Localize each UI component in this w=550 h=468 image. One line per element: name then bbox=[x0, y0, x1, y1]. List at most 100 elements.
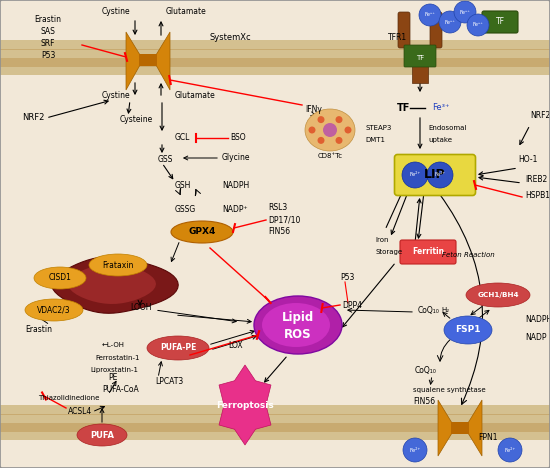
Text: NADPH: NADPH bbox=[222, 181, 249, 190]
Ellipse shape bbox=[305, 109, 355, 151]
Text: H₂: H₂ bbox=[441, 307, 449, 313]
Ellipse shape bbox=[466, 283, 530, 307]
Ellipse shape bbox=[317, 116, 324, 123]
Text: IFNγ: IFNγ bbox=[305, 105, 322, 115]
Ellipse shape bbox=[317, 137, 324, 144]
Text: Fe²⁺: Fe²⁺ bbox=[409, 173, 421, 177]
Bar bbox=[0, 40, 550, 75]
Text: Thiazolidinedione: Thiazolidinedione bbox=[38, 395, 100, 401]
Text: LOOH: LOOH bbox=[130, 304, 151, 313]
Text: DMT1: DMT1 bbox=[365, 137, 385, 143]
Text: SRF: SRF bbox=[41, 39, 55, 49]
Text: Frataxin: Frataxin bbox=[102, 261, 134, 270]
FancyBboxPatch shape bbox=[139, 54, 157, 66]
Text: DPP4: DPP4 bbox=[342, 300, 362, 309]
Text: TF: TF bbox=[416, 55, 424, 61]
Text: DP17/10: DP17/10 bbox=[268, 215, 300, 225]
Text: Glycine: Glycine bbox=[222, 154, 250, 162]
Text: BSO: BSO bbox=[230, 133, 246, 142]
Ellipse shape bbox=[427, 162, 453, 188]
Text: LIP: LIP bbox=[424, 168, 446, 181]
Text: Ferritin: Ferritin bbox=[412, 248, 444, 256]
Ellipse shape bbox=[498, 438, 522, 462]
Text: Fe²⁺: Fe²⁺ bbox=[504, 447, 516, 453]
Text: Fe³⁺: Fe³⁺ bbox=[460, 9, 470, 15]
Ellipse shape bbox=[262, 303, 330, 347]
Text: Fe³⁺: Fe³⁺ bbox=[472, 22, 483, 28]
Ellipse shape bbox=[336, 137, 343, 144]
FancyBboxPatch shape bbox=[404, 45, 436, 67]
Text: LOX: LOX bbox=[228, 341, 243, 350]
Text: Glutamate: Glutamate bbox=[166, 7, 207, 16]
Ellipse shape bbox=[25, 299, 83, 321]
Ellipse shape bbox=[444, 316, 492, 344]
Text: Erastin: Erastin bbox=[25, 326, 52, 335]
Text: Lipid: Lipid bbox=[282, 312, 314, 324]
Ellipse shape bbox=[171, 221, 233, 243]
Text: GCL: GCL bbox=[175, 133, 190, 142]
Text: CD8⁺Tc: CD8⁺Tc bbox=[317, 153, 343, 159]
Text: uptake: uptake bbox=[428, 137, 452, 143]
Polygon shape bbox=[219, 365, 271, 445]
Bar bbox=[0, 414, 550, 432]
Text: PUFA-CoA: PUFA-CoA bbox=[102, 386, 139, 395]
FancyBboxPatch shape bbox=[394, 154, 476, 196]
FancyBboxPatch shape bbox=[430, 12, 442, 48]
Ellipse shape bbox=[403, 438, 427, 462]
Ellipse shape bbox=[77, 424, 127, 446]
Ellipse shape bbox=[439, 11, 461, 33]
FancyBboxPatch shape bbox=[400, 240, 456, 264]
Text: P53: P53 bbox=[41, 51, 55, 60]
Text: ACSL4: ACSL4 bbox=[68, 408, 92, 417]
Text: SAS: SAS bbox=[41, 28, 56, 37]
Text: Fe³⁺: Fe³⁺ bbox=[444, 20, 455, 24]
Text: Feton Reaction: Feton Reaction bbox=[442, 252, 494, 258]
Text: P53: P53 bbox=[340, 273, 354, 283]
Text: Cystine: Cystine bbox=[101, 90, 130, 100]
Text: Cysteine: Cysteine bbox=[120, 116, 153, 124]
Text: Glutamate: Glutamate bbox=[175, 90, 216, 100]
Text: SystemXc: SystemXc bbox=[210, 34, 252, 43]
FancyBboxPatch shape bbox=[451, 422, 469, 434]
Text: GSSG: GSSG bbox=[175, 205, 196, 214]
Polygon shape bbox=[68, 264, 156, 304]
FancyBboxPatch shape bbox=[412, 48, 428, 83]
Ellipse shape bbox=[254, 296, 342, 354]
Text: PE: PE bbox=[108, 373, 117, 382]
Text: STEAP3: STEAP3 bbox=[365, 125, 392, 131]
Ellipse shape bbox=[309, 126, 316, 133]
Polygon shape bbox=[156, 32, 170, 90]
Text: TF: TF bbox=[397, 103, 410, 113]
Bar bbox=[0, 405, 550, 440]
Text: NRF2: NRF2 bbox=[22, 114, 45, 123]
Polygon shape bbox=[126, 32, 140, 90]
Text: Iron: Iron bbox=[375, 237, 388, 243]
Text: Fe³⁺: Fe³⁺ bbox=[432, 103, 449, 112]
Text: NRF2: NRF2 bbox=[530, 110, 550, 119]
Ellipse shape bbox=[454, 1, 476, 23]
Text: CoQ₁₀: CoQ₁₀ bbox=[415, 366, 437, 374]
Text: FSP1: FSP1 bbox=[455, 326, 481, 335]
Ellipse shape bbox=[34, 267, 86, 289]
Text: PUFA: PUFA bbox=[90, 431, 114, 439]
Text: GSS: GSS bbox=[158, 155, 173, 164]
Text: Cystine: Cystine bbox=[101, 7, 130, 16]
Text: Fe³⁺: Fe³⁺ bbox=[425, 13, 436, 17]
Text: GSH: GSH bbox=[175, 181, 191, 190]
Ellipse shape bbox=[402, 162, 428, 188]
FancyBboxPatch shape bbox=[398, 12, 410, 48]
Text: Liproxstatin-1: Liproxstatin-1 bbox=[90, 367, 138, 373]
Text: TF: TF bbox=[496, 17, 504, 27]
Polygon shape bbox=[52, 257, 178, 313]
Text: VDAC2/3: VDAC2/3 bbox=[37, 306, 71, 314]
Text: Fe²⁺: Fe²⁺ bbox=[409, 447, 421, 453]
Text: NADP: NADP bbox=[525, 334, 547, 343]
Text: ←L-OH: ←L-OH bbox=[102, 342, 125, 348]
Ellipse shape bbox=[323, 123, 337, 137]
Text: RSL3: RSL3 bbox=[268, 204, 287, 212]
Polygon shape bbox=[438, 400, 452, 456]
Ellipse shape bbox=[344, 126, 351, 133]
Text: squalene synthetase: squalene synthetase bbox=[413, 387, 486, 393]
Text: TFR1: TFR1 bbox=[388, 34, 407, 43]
Polygon shape bbox=[468, 400, 482, 456]
